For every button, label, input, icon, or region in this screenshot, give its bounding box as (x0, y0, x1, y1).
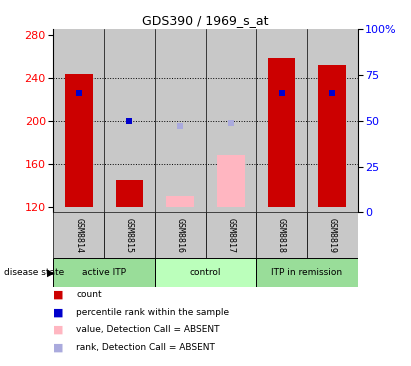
Text: ■: ■ (53, 325, 64, 335)
Bar (307, 212, 358, 258)
Text: percentile rank within the sample: percentile rank within the sample (76, 308, 229, 317)
Bar (155, 258, 256, 287)
Bar (104, 212, 155, 258)
Bar (217, 155, 245, 207)
Text: control: control (190, 268, 221, 277)
Text: GSM8816: GSM8816 (175, 218, 185, 253)
Bar (256, 212, 307, 258)
Text: count: count (76, 290, 102, 299)
Text: GSM8815: GSM8815 (125, 218, 134, 253)
Text: rank, Detection Call = ABSENT: rank, Detection Call = ABSENT (76, 343, 215, 352)
Bar (104, 29, 155, 212)
Bar (166, 196, 194, 207)
Bar (65, 75, 93, 207)
Text: disease state: disease state (4, 268, 65, 277)
Bar (318, 65, 346, 207)
Text: ■: ■ (53, 307, 64, 317)
Bar (307, 29, 358, 212)
Text: ITP in remission: ITP in remission (271, 268, 342, 277)
Text: GSM8818: GSM8818 (277, 218, 286, 253)
Text: GSM8819: GSM8819 (328, 218, 337, 253)
Text: active ITP: active ITP (82, 268, 126, 277)
Text: value, Detection Call = ABSENT: value, Detection Call = ABSENT (76, 325, 219, 334)
Text: GSM8814: GSM8814 (74, 218, 83, 253)
Bar (53, 212, 104, 258)
Title: GDS390 / 1969_s_at: GDS390 / 1969_s_at (142, 14, 269, 27)
Text: ▶: ▶ (47, 268, 55, 278)
Text: ■: ■ (53, 342, 64, 352)
Bar (53, 258, 155, 287)
Bar (256, 258, 358, 287)
Bar (155, 212, 206, 258)
Text: ■: ■ (53, 290, 64, 300)
Text: GSM8817: GSM8817 (226, 218, 236, 253)
Bar (268, 58, 296, 207)
Bar (155, 29, 206, 212)
Bar (206, 29, 256, 212)
Bar (256, 29, 307, 212)
Bar (206, 212, 256, 258)
Bar (53, 29, 104, 212)
Bar (115, 180, 143, 207)
